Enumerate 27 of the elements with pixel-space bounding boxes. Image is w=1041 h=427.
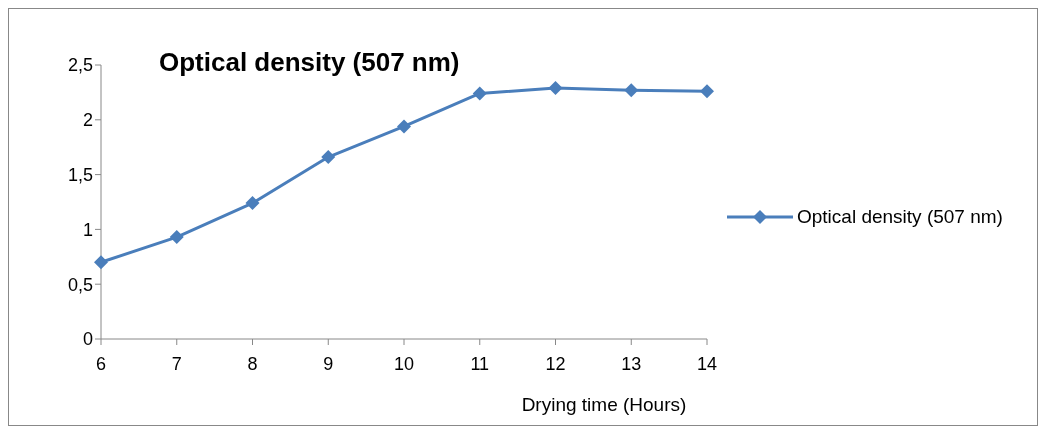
x-tick-label: 14: [696, 353, 718, 374]
x-axis-title: Drying time (Hours): [521, 394, 687, 415]
y-tick-label: 0,5: [67, 274, 93, 295]
point: [245, 196, 260, 211]
x-tick-label: 8: [247, 353, 258, 374]
x-tick-label: 13: [621, 353, 642, 374]
x-tick-label: 6: [95, 353, 107, 374]
x-tick-label: 10: [393, 353, 415, 374]
x-tick-label: 9: [323, 353, 334, 374]
point: [472, 86, 487, 101]
point: [624, 83, 639, 98]
legend-label: Optical density (507 nm): [797, 205, 1004, 229]
chart-title: Optical density (507 nm): [159, 47, 460, 78]
y-tick-label: 2,5: [67, 55, 93, 76]
point: [169, 230, 184, 245]
x-tick-label: 12: [545, 353, 566, 374]
y-tick-label: 1: [82, 219, 93, 240]
x-tick-label: 11: [470, 353, 490, 374]
point: [94, 255, 108, 270]
x-tick-label: 7: [171, 353, 182, 374]
point: [397, 119, 411, 134]
point: [548, 81, 563, 96]
point: [321, 150, 336, 165]
y-tick-label: 1,5: [67, 164, 93, 185]
y-tick-label: 0: [82, 329, 93, 350]
point: [700, 84, 714, 99]
y-tick-label: 2: [82, 110, 93, 131]
